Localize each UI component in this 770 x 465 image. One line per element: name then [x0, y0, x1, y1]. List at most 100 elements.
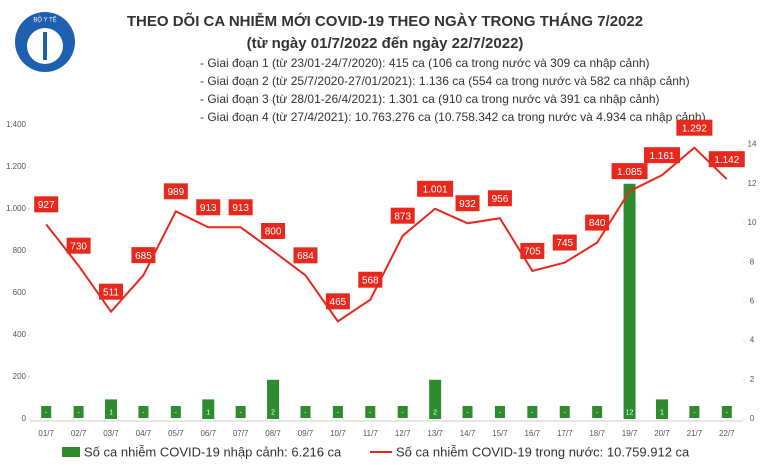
- value-label-box: [390, 207, 415, 224]
- value-label-box: [520, 242, 545, 259]
- x-tick-label: 09/7: [298, 429, 314, 438]
- y-tick-label: 400: [13, 330, 27, 339]
- y2-tick-label: 8: [750, 257, 755, 266]
- value-label: 927: [38, 200, 55, 211]
- bar-label: -: [239, 409, 242, 416]
- x-tick-label: 20/7: [654, 429, 670, 438]
- y-tick-label: 200: [13, 372, 27, 381]
- bar-label-box: [624, 406, 635, 418]
- bar-label-box: [300, 406, 311, 418]
- x-tick-label: 05/7: [168, 429, 184, 438]
- line: [45, 146, 728, 323]
- logo-text: BỘ Y TẾ: [33, 17, 56, 24]
- bar-label-box: [689, 406, 700, 418]
- x-tick-label: 08/7: [265, 429, 281, 438]
- x-tick-label: 14/7: [460, 429, 476, 438]
- annotation: - Giai đoạn 2 (từ 25/7/2020-27/01/2021):…: [200, 74, 690, 88]
- value-label-box: [552, 234, 577, 251]
- y-tick-label: 1.400: [6, 120, 27, 129]
- value-label: 989: [167, 187, 184, 198]
- bar-label: -: [402, 409, 405, 416]
- bar-label-box: [41, 406, 52, 418]
- x-tick-label: 04/7: [136, 429, 152, 438]
- bar-label: -: [304, 409, 307, 416]
- value-label: 1.161: [649, 151, 674, 162]
- bar-label: -: [499, 409, 502, 416]
- y2-tick-label: 14: [748, 140, 757, 149]
- bar-label: -: [531, 409, 534, 416]
- bar-label: 2: [271, 409, 275, 416]
- chart-title: THEO DÕI CA NHIỄM MỚI COVID-19 THEO NGÀY…: [127, 12, 643, 30]
- x-tick-label: 07/7: [233, 429, 249, 438]
- value-label-box: [643, 147, 680, 164]
- x-tick-label: 12/7: [395, 429, 411, 438]
- y-tick-label: 1.000: [6, 204, 27, 213]
- x-tick-label: 21/7: [687, 429, 703, 438]
- annotation: - Giai đoạn 4 (từ 27/4/2021): 10.763.276…: [200, 110, 706, 124]
- value-label: 913: [232, 203, 249, 214]
- chart-subtitle: (từ ngày 01/7/2022 đến ngày 22/7/2022): [247, 35, 524, 52]
- x-tick-label: 22/7: [719, 429, 735, 438]
- value-label: 873: [394, 211, 411, 222]
- x-tick-label: 03/7: [103, 429, 119, 438]
- value-label: 956: [492, 194, 509, 205]
- value-label: 1.142: [714, 155, 739, 166]
- bar-label-box: [332, 406, 343, 418]
- bar-label-box: [268, 406, 279, 418]
- bar-label: -: [564, 409, 567, 416]
- bar-label-box: [559, 406, 570, 418]
- y-tick-label: 800: [13, 246, 27, 255]
- bar-label: 2: [433, 409, 437, 416]
- annotation: - Giai đoạn 1 (từ 23/01-24/7/2020): 415 …: [200, 56, 650, 70]
- value-label: 913: [200, 203, 217, 214]
- value-label-box: [34, 196, 59, 213]
- value-label: 840: [589, 218, 606, 229]
- bar-label: 1: [206, 409, 210, 416]
- y-tick-label: 600: [13, 288, 27, 297]
- logo: BỘ Y TẾ: [15, 12, 75, 72]
- bar-label-box: [592, 406, 603, 418]
- bar-label: -: [693, 409, 696, 416]
- y2-tick-label: 10: [748, 218, 757, 227]
- value-label-box: [163, 183, 188, 200]
- legend-label: Số ca nhiễm COVID-19 nhập cảnh: 6.216 ca: [84, 444, 342, 459]
- bar-label: 12: [626, 409, 634, 416]
- value-label: 1.292: [682, 123, 707, 134]
- bar-label-box: [73, 406, 84, 418]
- y2-tick-label: 2: [750, 375, 755, 384]
- value-label-box: [196, 199, 221, 216]
- bar-label-box: [235, 406, 246, 418]
- x-tick-label: 11/7: [363, 429, 379, 438]
- value-label: 932: [459, 199, 476, 210]
- bar-label-box: [170, 406, 181, 418]
- x-tick-label: 06/7: [200, 429, 216, 438]
- value-label-box: [228, 199, 253, 216]
- value-label: 684: [297, 251, 314, 262]
- y2-tick-label: 6: [750, 297, 755, 306]
- bar-label-box: [494, 406, 505, 418]
- x-tick-label: 02/7: [71, 429, 87, 438]
- x-tick-label: 01/7: [38, 429, 54, 438]
- annotation: - Giai đoạn 3 (từ 28/01-26/4/2021): 1.30…: [200, 92, 660, 106]
- value-label: 685: [135, 251, 152, 262]
- value-label-box: [487, 190, 512, 207]
- bar-label-box: [106, 406, 117, 418]
- value-label-box: [261, 223, 286, 239]
- value-label: 745: [556, 238, 573, 249]
- bar-label: -: [77, 409, 80, 416]
- y2-tick-label: 12: [748, 179, 757, 188]
- x-tick-label: 18/7: [589, 429, 605, 438]
- value-label: 730: [70, 241, 87, 252]
- bar-label-box: [138, 406, 149, 418]
- y2-tick-label: 0: [750, 414, 755, 423]
- bar-label: -: [142, 409, 145, 416]
- value-label: 1.001: [423, 184, 448, 195]
- bar-label-box: [462, 406, 473, 418]
- legend-swatch: [62, 447, 80, 457]
- x-tick-label: 19/7: [622, 429, 638, 438]
- bar-label: -: [337, 409, 340, 416]
- value-label-box: [99, 283, 124, 300]
- bar-label: -: [175, 409, 178, 416]
- y-tick-label: 1.200: [6, 162, 27, 171]
